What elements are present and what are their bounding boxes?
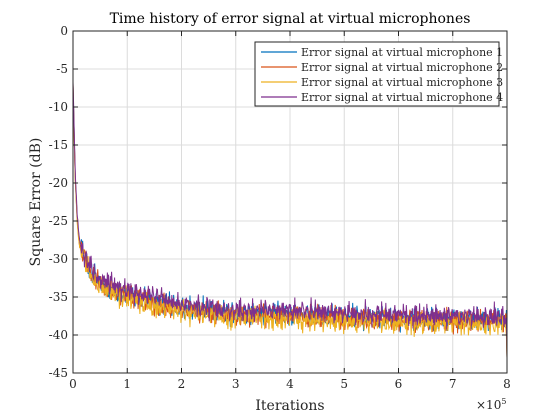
ticks: 0 1 2 3 4 5 6 7 8 0 -5 -10 -15 -20 -25 -30 -35 -40 -45 <box>49 24 511 391</box>
y-tick-label: -40 <box>49 328 68 342</box>
y-tick-label: -35 <box>49 290 68 304</box>
y-tick-label: -30 <box>49 252 68 266</box>
chart-title: Time history of error signal at virtual … <box>110 11 471 27</box>
series-line <box>72 85 508 358</box>
y-tick-label: -5 <box>56 62 68 76</box>
series-line <box>72 81 508 358</box>
x-tick-label: 0 <box>69 377 77 391</box>
x-tick-label: 7 <box>449 377 457 391</box>
x-axis-label: Iterations <box>255 398 324 414</box>
legend-entry-label: Error signal at virtual microphone 1 <box>301 46 503 59</box>
series-line <box>72 83 508 358</box>
y-tick-label: -20 <box>49 176 68 190</box>
y-tick-label: 0 <box>60 24 68 38</box>
y-tick-label: -15 <box>49 138 68 152</box>
legend-entry-label: Error signal at virtual microphone 2 <box>301 61 503 74</box>
x-tick-label: 4 <box>286 377 294 391</box>
legend: Error signal at virtual microphone 1 Erro… <box>254 41 503 107</box>
legend-entry-label: Error signal at virtual microphone 4 <box>301 91 503 104</box>
x-tick-label: 1 <box>123 377 131 391</box>
y-tick-label: -25 <box>49 214 68 228</box>
y-axis-label: Square Error (dB) <box>28 138 44 267</box>
x-tick-label: 5 <box>340 377 348 391</box>
x-tick-label: 2 <box>178 377 186 391</box>
x-tick-label: 8 <box>503 377 511 391</box>
x-multiplier-exponent: 5 <box>501 397 506 406</box>
legend-entry-label: Error signal at virtual microphone 3 <box>301 76 503 89</box>
plot-area <box>72 81 508 358</box>
y-tick-label: -10 <box>49 100 68 114</box>
x-multiplier-base: ×10 <box>476 398 501 412</box>
y-tick-label: -45 <box>49 366 68 380</box>
x-tick-label: 3 <box>232 377 240 391</box>
x-tick-label: 6 <box>395 377 403 391</box>
legend-box <box>254 41 500 107</box>
x-axis-multiplier: ×105 <box>476 397 506 412</box>
